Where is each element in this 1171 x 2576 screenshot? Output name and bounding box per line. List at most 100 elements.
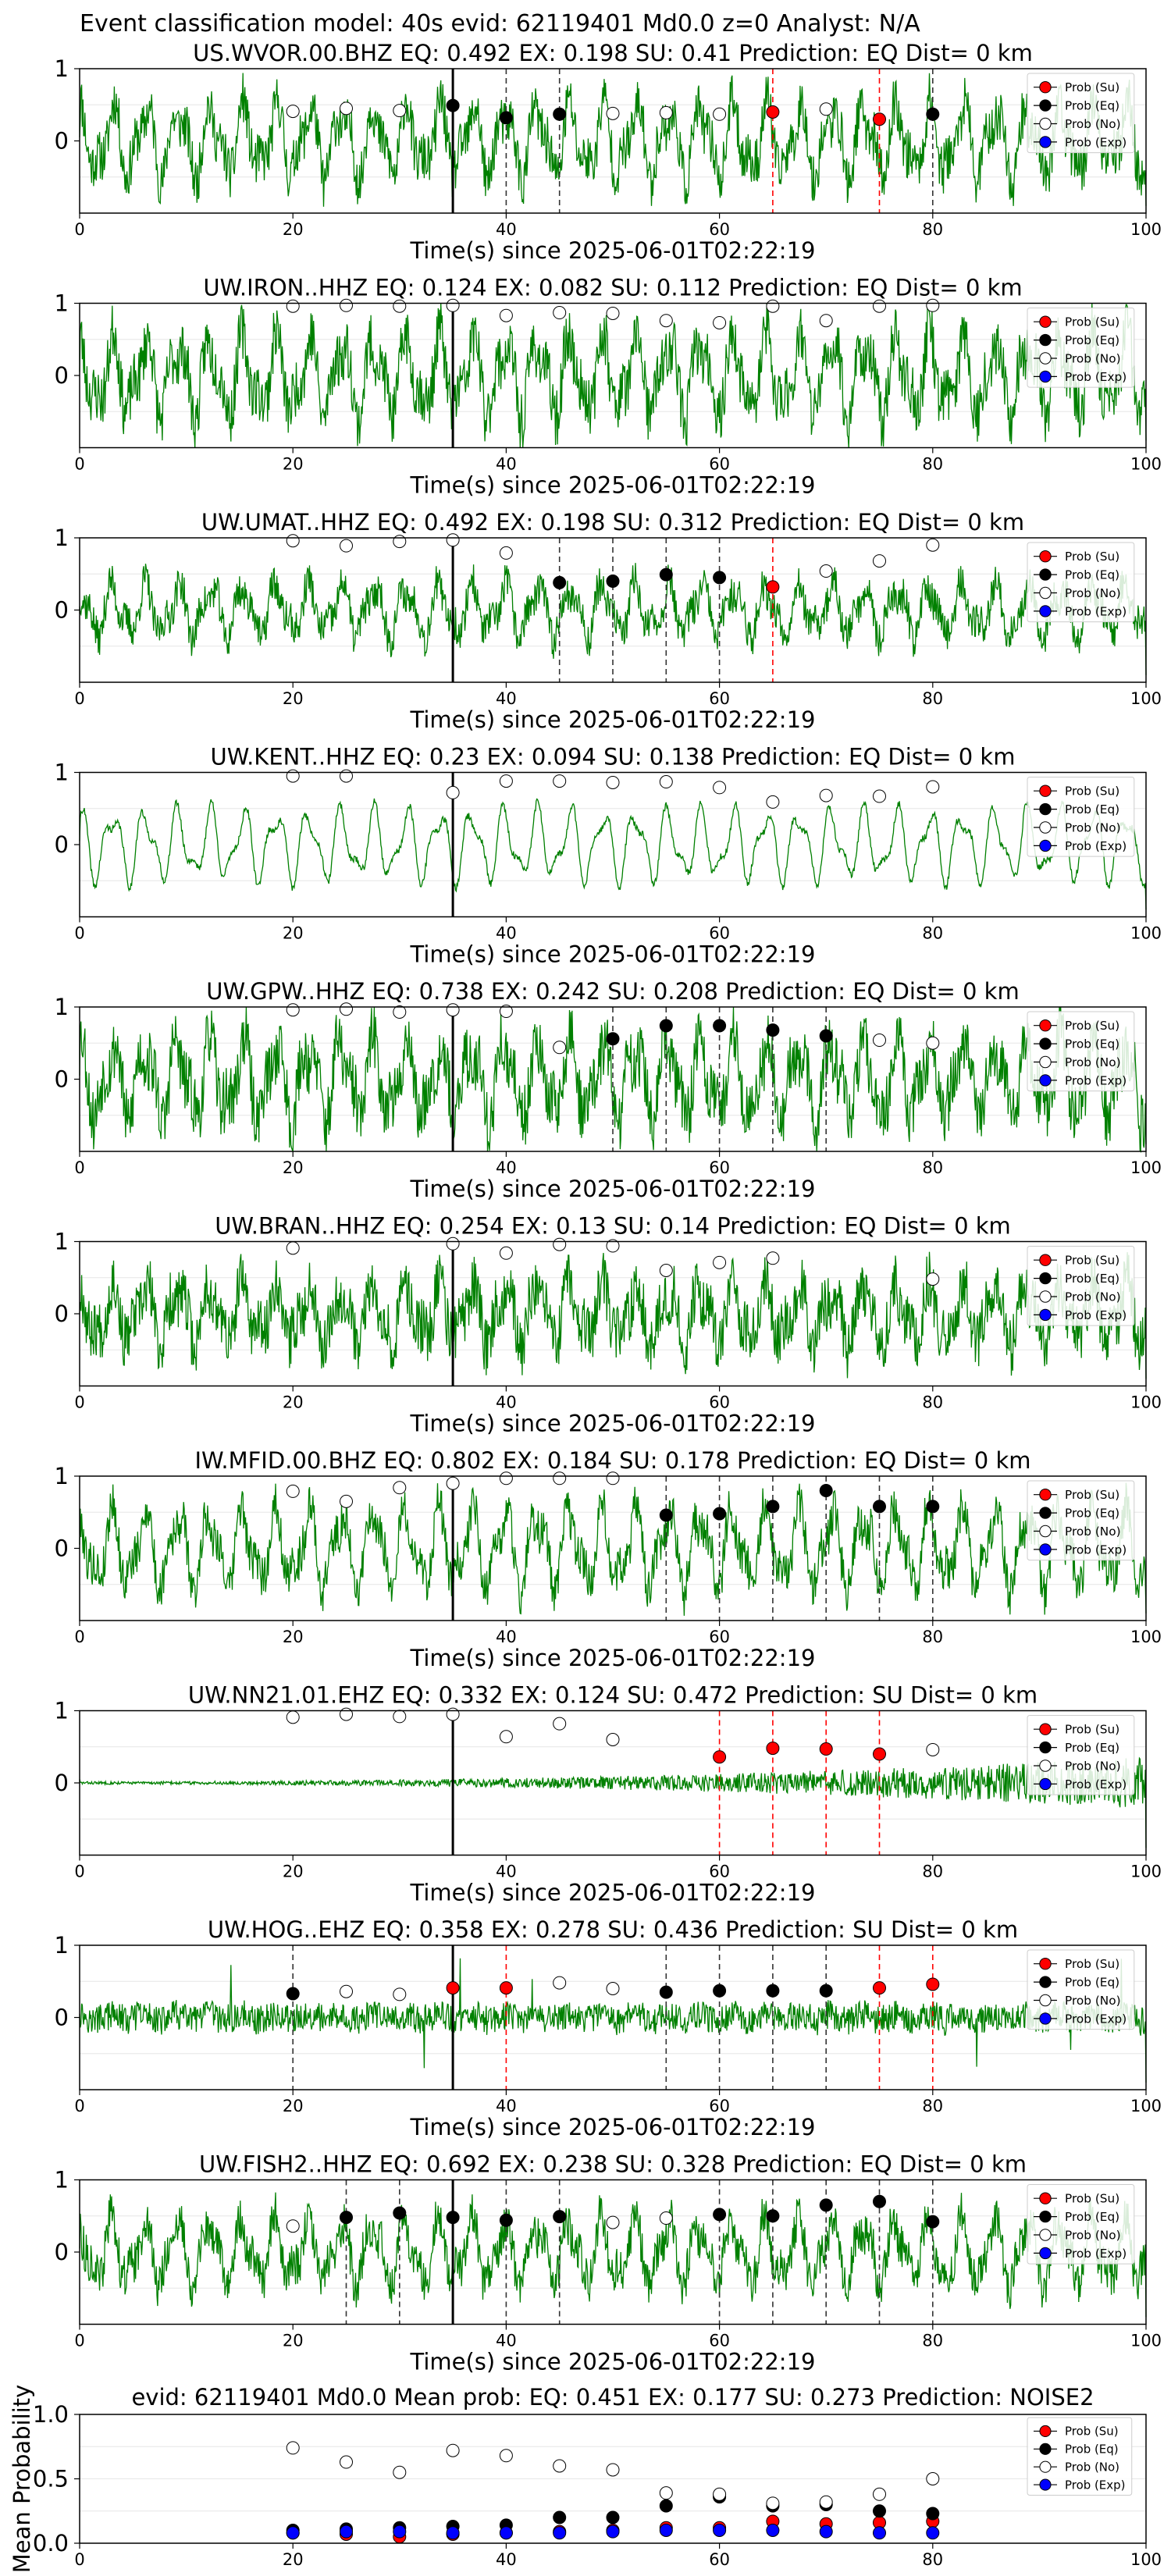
x-tick-label: 80 xyxy=(922,1393,943,1412)
legend-marker-su xyxy=(1039,2425,1052,2437)
legend-marker-no xyxy=(1039,1055,1052,1069)
mean-prob-marker-exp xyxy=(873,2526,886,2540)
legend-label-su: Prob (Su) xyxy=(1065,2192,1119,2206)
prob-marker-no xyxy=(713,1255,727,1269)
prob-marker-no xyxy=(606,775,620,789)
x-tick-label: 60 xyxy=(709,2332,730,2350)
legend-box xyxy=(1027,1480,1135,1561)
panel-7: IW.MFID.00.BHZ EQ: 0.802 EX: 0.184 SU: 0… xyxy=(55,1447,1162,1671)
legend-marker-no xyxy=(1039,2229,1052,2241)
prob-marker-no xyxy=(766,1251,780,1265)
prob-marker-eq xyxy=(873,1500,886,1514)
prob-marker-no xyxy=(286,1241,300,1255)
mean-prob-marker-eq xyxy=(606,2510,620,2524)
prob-marker-eq xyxy=(659,1019,673,1033)
legend-label-eq: Prob (Eq) xyxy=(1065,1272,1119,1286)
prob-marker-no xyxy=(499,546,513,560)
x-tick-label: 80 xyxy=(922,924,943,943)
x-tick-label: 60 xyxy=(709,2097,730,2115)
legend-box xyxy=(1027,1715,1135,1795)
prob-marker-no xyxy=(286,769,300,783)
legend-marker-exp xyxy=(1039,136,1052,148)
x-tick-label: 40 xyxy=(496,1863,517,1881)
x-tick-label: 0 xyxy=(74,455,84,474)
prob-marker-eq xyxy=(553,107,567,121)
x-tick-label: 40 xyxy=(496,1393,517,1412)
prob-marker-no xyxy=(499,308,513,322)
prob-marker-eq xyxy=(659,568,673,582)
legend-marker-eq xyxy=(1039,1976,1052,1988)
legend-label-no: Prob (No) xyxy=(1065,117,1121,131)
mean-prob-marker-exp xyxy=(553,2526,567,2540)
prob-marker-no xyxy=(819,564,833,578)
prob-marker-no xyxy=(340,769,353,783)
summary-title: evid: 62119401 Md0.0 Mean prob: EQ: 0.45… xyxy=(131,2384,1094,2411)
prob-marker-no xyxy=(446,533,460,547)
prob-marker-no xyxy=(340,539,353,553)
x-axis-label: Time(s) since 2025-06-01T02:22:19 xyxy=(410,2114,816,2140)
legend-marker-su xyxy=(1039,550,1052,563)
x-tick-label: 100 xyxy=(1130,1863,1162,1881)
legend-label-eq: Prob (Eq) xyxy=(1065,333,1119,347)
y-tick-label: 1 xyxy=(55,1698,69,1724)
prob-marker-eq xyxy=(553,575,567,589)
mean-prob-marker-no xyxy=(766,2496,780,2510)
panels: US.WVOR.00.BHZ EQ: 0.492 EX: 0.198 SU: 0… xyxy=(9,40,1162,2573)
prob-marker-eq xyxy=(713,1984,727,1998)
legend-marker-exp xyxy=(1039,1308,1052,1322)
x-tick-label: 60 xyxy=(709,924,730,943)
legend-box xyxy=(1027,1949,1135,2030)
waveform-trace xyxy=(79,563,1147,675)
panel-title: UW.FISH2..HHZ EQ: 0.692 EX: 0.238 SU: 0.… xyxy=(199,2151,1027,2178)
panel-title: UW.UMAT..HHZ EQ: 0.492 EX: 0.198 SU: 0.3… xyxy=(201,509,1024,535)
legend-label-exp: Prob (Exp) xyxy=(1065,839,1127,853)
prob-marker-su xyxy=(766,1742,780,1756)
x-tick-label: 60 xyxy=(709,220,730,239)
prob-marker-no xyxy=(393,1005,407,1019)
prob-marker-su xyxy=(926,1977,940,1991)
panel-9: UW.HOG..EHZ EQ: 0.358 EX: 0.278 SU: 0.43… xyxy=(55,1916,1162,2140)
x-tick-label: 40 xyxy=(496,2550,517,2569)
mean-prob-marker-eq xyxy=(659,2499,673,2513)
x-tick-label: 0 xyxy=(74,2332,84,2350)
prob-marker-eq xyxy=(766,1023,780,1037)
x-axis-label: Time(s) since 2025-06-01T02:22:19 xyxy=(410,1880,816,1906)
prob-marker-no xyxy=(340,1984,353,1998)
panel-6: UW.BRAN..HHZ EQ: 0.254 EX: 0.13 SU: 0.14… xyxy=(55,1213,1162,1437)
prob-marker-no xyxy=(606,306,620,320)
prob-marker-no xyxy=(286,1484,300,1498)
waveform-trace xyxy=(79,303,1147,448)
waveform-trace xyxy=(79,1756,1147,1848)
prob-marker-no xyxy=(819,314,833,328)
prob-marker-no xyxy=(393,104,407,118)
prob-marker-no xyxy=(393,1481,407,1495)
prob-marker-no xyxy=(713,315,727,329)
y-tick-label: 0 xyxy=(55,1066,69,1093)
legend-marker-su xyxy=(1039,2192,1052,2204)
x-tick-label: 0 xyxy=(74,924,84,943)
mean-prob-marker-no xyxy=(340,2455,353,2469)
legend-label-su: Prob (Su) xyxy=(1065,1957,1119,1971)
prob-marker-no xyxy=(286,534,300,548)
x-tick-label: 20 xyxy=(283,1158,304,1177)
x-tick-label: 100 xyxy=(1130,220,1162,239)
prob-marker-no xyxy=(340,1707,353,1721)
prob-marker-no xyxy=(553,1717,567,1731)
prob-marker-no xyxy=(446,1707,460,1721)
prob-marker-no xyxy=(606,2215,620,2229)
prob-marker-eq xyxy=(659,1985,673,1999)
x-axis-label: Time(s) since 2025-06-01T02:22:19 xyxy=(410,941,816,968)
legend-label-su: Prob (Su) xyxy=(1065,1254,1119,1268)
mean-prob-marker-exp xyxy=(340,2524,353,2539)
x-axis-label: Time(s) since 2025-06-01T02:22:19 xyxy=(410,1411,816,1437)
legend-label-no: Prob (No) xyxy=(1065,1759,1121,1773)
prob-marker-no xyxy=(659,314,673,328)
legend-label-no: Prob (No) xyxy=(1065,2460,1119,2474)
legend-box xyxy=(1027,2417,1133,2496)
mean-prob-marker-no xyxy=(446,2443,460,2457)
y-tick-label: 0 xyxy=(55,362,69,389)
legend-marker-su xyxy=(1039,1723,1052,1735)
prob-marker-no xyxy=(499,1730,513,1744)
prob-marker-no xyxy=(659,1264,673,1277)
legend-marker-eq xyxy=(1039,1507,1052,1519)
